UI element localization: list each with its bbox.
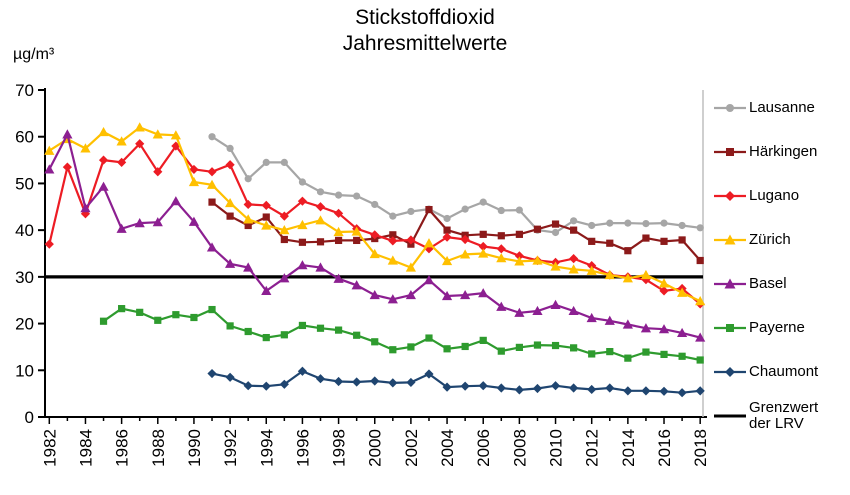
x-axis-tick-label: 1994 bbox=[257, 429, 276, 467]
y-axis-tick-label: 60 bbox=[15, 128, 34, 147]
legend-item-lugano: Lugano bbox=[713, 174, 850, 218]
payerne-line-square-icon bbox=[714, 324, 746, 332]
legend-label: Zürich bbox=[749, 230, 791, 248]
x-axis-tick-label: 2002 bbox=[402, 429, 421, 467]
series-lausanne bbox=[208, 133, 704, 237]
x-axis-tick-label: 1990 bbox=[185, 429, 204, 467]
grenzwert-label-line1: Grenzwert bbox=[749, 398, 819, 416]
y-axis-tick-label: 0 bbox=[25, 408, 34, 427]
legend-label: Grenzwert der LRV bbox=[749, 398, 819, 433]
x-axis-tick-label: 2012 bbox=[583, 429, 602, 467]
x-axis-tick-label: 1982 bbox=[40, 429, 59, 467]
y-axis: 0 10 20 30 40 50 60 70 bbox=[15, 81, 46, 427]
series-payerne bbox=[99, 305, 704, 364]
x-axis-tick-label: 1992 bbox=[221, 429, 240, 467]
basel-line-triangle-icon bbox=[714, 278, 746, 289]
x-axis-tick-label: 1988 bbox=[149, 429, 168, 467]
grenzwert-label-line2: der LRV bbox=[749, 415, 804, 432]
x-axis-tick-label: 1996 bbox=[293, 429, 312, 467]
x-axis-tick-label: 1986 bbox=[113, 429, 132, 467]
legend-label: Chaumont bbox=[749, 362, 819, 380]
legend: Lausanne Härkingen Lugano Zürich Basel P… bbox=[713, 86, 850, 438]
chart-title: Stickstoffdioxid Jahresmittelwerte bbox=[0, 5, 850, 58]
legend-item-payerne: Payerne bbox=[713, 306, 850, 350]
lausanne-line-circle-icon bbox=[714, 104, 746, 112]
x-axis-tick-label: 2014 bbox=[619, 429, 638, 467]
legend-label: Lausanne bbox=[749, 98, 815, 116]
legend-label: Basel bbox=[749, 274, 787, 292]
legend-item-lausanne: Lausanne bbox=[713, 86, 850, 130]
series-chaumont bbox=[207, 366, 705, 398]
zuerich-line-triangle-icon bbox=[714, 234, 746, 245]
legend-label: Härkingen bbox=[749, 142, 818, 160]
x-axis-tick-label: 2006 bbox=[474, 429, 493, 467]
x-axis-tick-label: 2004 bbox=[438, 429, 457, 467]
haerkingen-line-square-icon bbox=[714, 148, 746, 156]
y-axis-tick-label: 10 bbox=[15, 361, 34, 380]
legend-item-haerkingen: Härkingen bbox=[713, 130, 850, 174]
x-axis: 1982 1984 1986 1988 1990 1992 1994 1996 1998 2000… bbox=[40, 416, 710, 467]
legend-item-chaumont: Chaumont bbox=[713, 350, 850, 394]
legend-item-grenzwert-lrv: Grenzwert der LRV bbox=[713, 394, 850, 438]
y-axis-tick-label: 40 bbox=[15, 221, 34, 240]
legend-item-zuerich: Zürich bbox=[713, 218, 850, 262]
legend-label: Lugano bbox=[749, 186, 800, 204]
x-axis-tick-label: 1984 bbox=[76, 429, 95, 467]
y-axis-tick-label: 30 bbox=[15, 268, 34, 287]
legend-item-basel: Basel bbox=[713, 262, 850, 306]
y-axis-tick-label: 20 bbox=[15, 315, 34, 334]
y-axis-unit-label: µg/m³ bbox=[13, 46, 55, 63]
chaumont-line-diamond-icon bbox=[714, 367, 746, 377]
y-axis-tick-label: 50 bbox=[15, 174, 34, 193]
series-basel bbox=[44, 129, 706, 342]
series-lugano bbox=[44, 139, 705, 309]
x-axis-tick-label: 2016 bbox=[655, 429, 674, 467]
x-axis-tick-label: 2018 bbox=[691, 429, 710, 467]
grenzwert-line-icon bbox=[714, 414, 746, 418]
y-axis-tick-label: 70 bbox=[15, 81, 34, 100]
legend-label: Payerne bbox=[749, 318, 805, 336]
x-axis-tick-label: 1998 bbox=[330, 429, 349, 467]
chart-title-line1: Stickstoffdioxid bbox=[355, 6, 495, 29]
lugano-line-diamond-icon bbox=[714, 191, 746, 201]
x-axis-tick-label: 2000 bbox=[366, 429, 385, 467]
chart-title-line2: Jahresmittelwerte bbox=[342, 32, 508, 56]
x-axis-tick-label: 2010 bbox=[547, 429, 566, 467]
x-axis-tick-label: 2008 bbox=[510, 429, 529, 467]
